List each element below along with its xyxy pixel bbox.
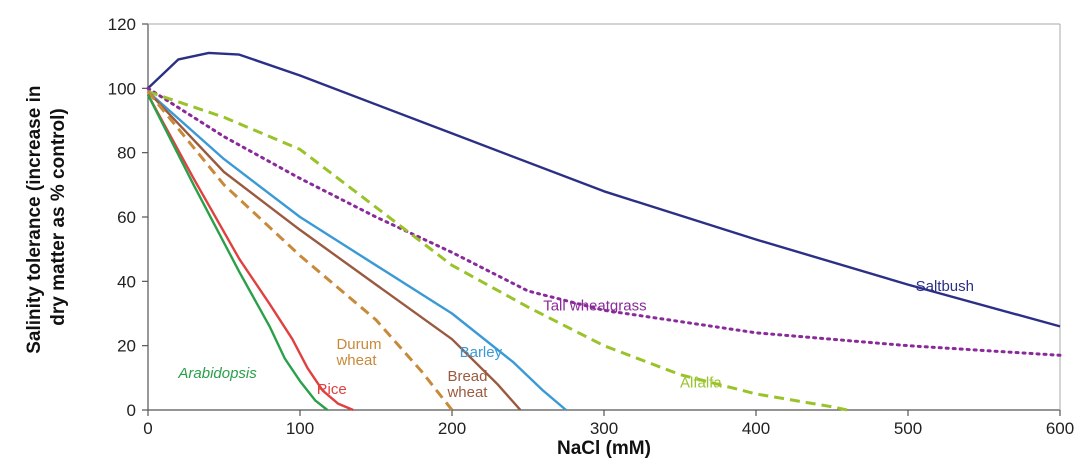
series-label-line: Bread: [447, 368, 487, 385]
series-line-tall-wheatgrass: [146, 86, 1062, 357]
series-label-rice: Rice: [317, 381, 347, 398]
series-label-durum-wheat: Durum wheat: [335, 336, 381, 369]
series-label-tall-wheatgrass: Tall wheatgrass: [543, 297, 646, 314]
series-label-barley: Barley: [460, 344, 503, 361]
series-line-arabidopsis: [146, 94, 329, 411]
y-tick-label: 40: [117, 272, 136, 291]
series-label-line: Alfalfa: [680, 374, 722, 391]
series-label-line: wheat: [446, 384, 488, 401]
x-tick-label: 200: [438, 419, 466, 438]
series-label-line: wheat: [335, 352, 377, 369]
series-label-saltbush: Saltbush: [916, 278, 974, 295]
series-label-bread-wheat: Bread wheat: [446, 368, 488, 401]
series-lines: [146, 51, 1062, 412]
y-tick-label: 0: [127, 401, 136, 420]
series-line-alfalfa: [147, 90, 848, 412]
y-tick-label: 120: [108, 15, 136, 34]
series-line-durum-wheat: [146, 90, 454, 411]
y-axis-label: Salinity tolerance (increase in dry matt…: [24, 80, 69, 354]
y-tick-label: 80: [117, 144, 136, 163]
series-label-line: Arabidopsis: [177, 365, 257, 382]
series-line-barley: [147, 90, 567, 411]
series-labels: Saltbush Tall wheatgrass Alfalfa Barley Brea…: [177, 278, 974, 401]
series-line-rice: [146, 94, 354, 412]
y-tick-label: 100: [108, 79, 136, 98]
series-label-alfalfa: Alfalfa: [680, 374, 722, 391]
y-axis-label-line-2: dry matter as % control): [48, 108, 69, 326]
x-axis-label: NaCl (mM): [557, 438, 651, 459]
x-tick-label: 500: [894, 419, 922, 438]
series-label-line: Saltbush: [916, 278, 974, 295]
series-label-arabidopsis: Arabidopsis: [177, 365, 257, 382]
series-label-line: Tall wheatgrass: [543, 297, 646, 314]
y-tick-label: 60: [117, 208, 136, 227]
y-axis-label-line-1: Salinity tolerance (increase in: [24, 86, 45, 354]
series-line-saltbush: [147, 51, 1061, 328]
series-label-line: Durum: [336, 336, 381, 353]
x-tick-label: 300: [590, 419, 618, 438]
ticks: 0 100 200 300 400 500 600 0 20 40 60 80 100 120: [108, 15, 1075, 438]
x-tick-label: 600: [1046, 419, 1074, 438]
y-tick-label: 20: [117, 337, 136, 356]
series-line-bread-wheat: [147, 90, 522, 411]
x-tick-label: 100: [286, 419, 314, 438]
series-label-line: Rice: [317, 381, 347, 398]
x-tick-label: 400: [742, 419, 770, 438]
series-label-line: Barley: [460, 344, 503, 361]
x-tick-label: 0: [143, 419, 152, 438]
